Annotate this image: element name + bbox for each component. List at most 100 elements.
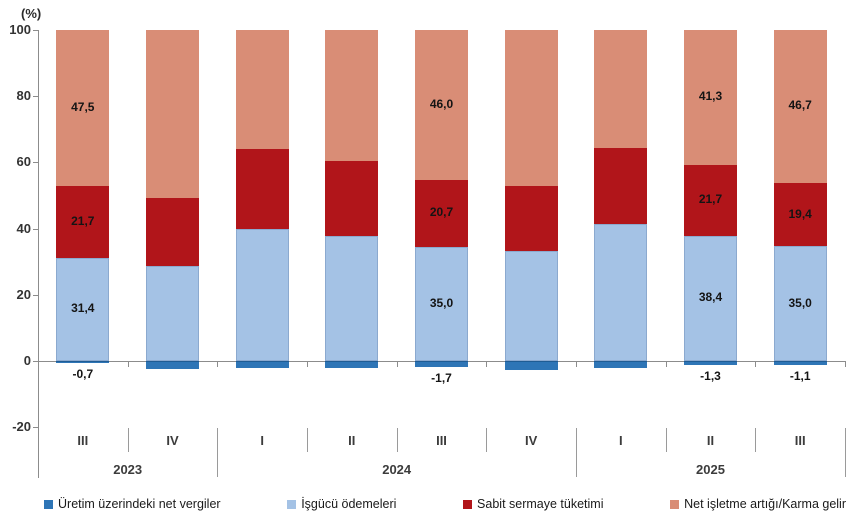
legend-item-2: İşgücü ödemeleri [287, 497, 396, 511]
x-axis-tick [217, 361, 219, 367]
year-separator [217, 428, 219, 477]
y-axis-tick [33, 162, 38, 164]
bar-value-label: 41,3 [698, 89, 723, 104]
y-tick-label: -20 [12, 419, 31, 435]
x-axis-tick [38, 361, 39, 367]
negative-value-label: -1,1 [789, 368, 811, 383]
y-tick-label: 100 [9, 22, 31, 37]
segment-net-isletme-artigi [325, 30, 379, 162]
x-axis-tick [576, 361, 577, 367]
segment-isgucu-odemeleri [594, 223, 648, 361]
y-axis-tick [33, 427, 38, 429]
bar-value-label: 35,0 [788, 295, 812, 310]
quarter-label: II [348, 433, 356, 448]
bar-value-label: 38,4 [698, 290, 723, 305]
y-axis-tick [33, 294, 38, 296]
segment-net-vergiler [325, 361, 379, 368]
segment-isgucu-odemeleri [504, 250, 558, 361]
segment-net-isletme-artigi [773, 30, 827, 183]
quarter-separator [486, 428, 488, 452]
quarter-separator [396, 428, 398, 452]
segment-sabit-sermaye [146, 198, 199, 266]
quarter-label: III [436, 433, 447, 448]
year-label: 2024 [382, 462, 412, 477]
year-label: 2025 [696, 462, 725, 477]
quarter-label: III [794, 433, 806, 448]
segment-sabit-sermaye [773, 182, 827, 247]
x-axis-tick [486, 361, 488, 367]
legend-label: Sabit sermaye tüketimi [477, 497, 604, 511]
x-axis-tick [665, 361, 667, 367]
quarter-label: IV [166, 433, 179, 448]
legend-swatch [44, 499, 53, 509]
segment-isgucu-odemeleri [146, 265, 199, 361]
quarter-separator [127, 428, 129, 452]
quarter-label: II [706, 433, 715, 448]
segment-isgucu-odemeleri [56, 257, 110, 361]
legend-item-3: Sabit sermaye tüketimi [463, 497, 603, 511]
segment-net-vergiler [235, 361, 289, 368]
segment-sabit-sermaye [415, 179, 468, 248]
segment-sabit-sermaye [56, 186, 110, 258]
segment-net-isletme-artigi [684, 30, 737, 165]
segment-isgucu-odemeleri [773, 246, 827, 361]
segment-net-isletme-artigi [235, 30, 289, 150]
segment-sabit-sermaye [594, 148, 648, 224]
quarter-label: IV [525, 433, 538, 448]
y-tick-label: 20 [16, 286, 31, 302]
y-tick-label: 80 [16, 88, 31, 104]
legend-item-4: Net işletme artığı/Karma gelir [670, 497, 846, 511]
percent-unit-label: (%) [21, 6, 42, 21]
segment-net-vergiler [684, 361, 737, 366]
segment-sabit-sermaye [684, 164, 737, 236]
segment-net-vergiler [146, 361, 199, 369]
x-axis-tick [127, 361, 129, 367]
chart-legend: Üretim üzerindeki net vergiler İşgücü öde… [44, 497, 846, 511]
y-axis-tick [33, 228, 38, 230]
segment-net-isletme-artigi [146, 30, 199, 199]
y-axis-line [38, 30, 39, 478]
bar-value-label: 20,7 [429, 205, 454, 220]
segment-sabit-sermaye [504, 185, 558, 251]
legend-swatch [463, 499, 473, 509]
quarter-label: I [260, 433, 264, 448]
y-axis-tick [33, 96, 38, 98]
bar-value-label: 21,7 [71, 214, 95, 228]
y-tick-label: 40 [16, 220, 31, 236]
quarter-separator [307, 428, 308, 452]
segment-net-vergiler [56, 361, 110, 364]
x-axis-tick [845, 361, 846, 367]
legend-item-1: Üretim üzerindeki net vergiler [44, 497, 221, 511]
x-axis-tick [755, 361, 757, 367]
segment-isgucu-odemeleri [325, 236, 379, 361]
segment-net-vergiler [504, 361, 558, 371]
negative-value-label: -0,7 [72, 367, 94, 382]
segment-sabit-sermaye [235, 149, 289, 230]
bar-value-label: 46,0 [429, 96, 454, 111]
legend-swatch [287, 499, 297, 509]
bar-value-label: 35,0 [429, 296, 454, 310]
segment-isgucu-odemeleri [415, 247, 468, 361]
legend-label: İşgücü ödemeleri [301, 497, 397, 511]
quarter-separator [755, 428, 757, 452]
bar-value-label: 31,4 [71, 301, 95, 316]
segment-isgucu-odemeleri [235, 229, 289, 361]
bar-value-label: 46,7 [788, 98, 812, 113]
x-axis-tick [396, 361, 398, 367]
segment-sabit-sermaye [325, 161, 379, 237]
segment-net-isletme-artigi [415, 30, 468, 180]
y-axis-tick [33, 30, 38, 31]
legend-swatch [670, 499, 680, 509]
legend-label: Net işletme artığı/Karma gelir [684, 497, 846, 511]
negative-value-label: -1,3 [700, 369, 721, 384]
legend-label: Üretim üzerindeki net vergiler [58, 497, 221, 511]
year-label: 2023 [113, 462, 143, 477]
quarter-label: III [77, 433, 89, 448]
bar-value-label: 47,5 [71, 100, 95, 115]
bar-value-label: 19,4 [788, 206, 812, 221]
segment-net-vergiler [415, 361, 468, 367]
y-tick-label: 60 [16, 154, 31, 170]
x-axis-tick [307, 361, 308, 367]
